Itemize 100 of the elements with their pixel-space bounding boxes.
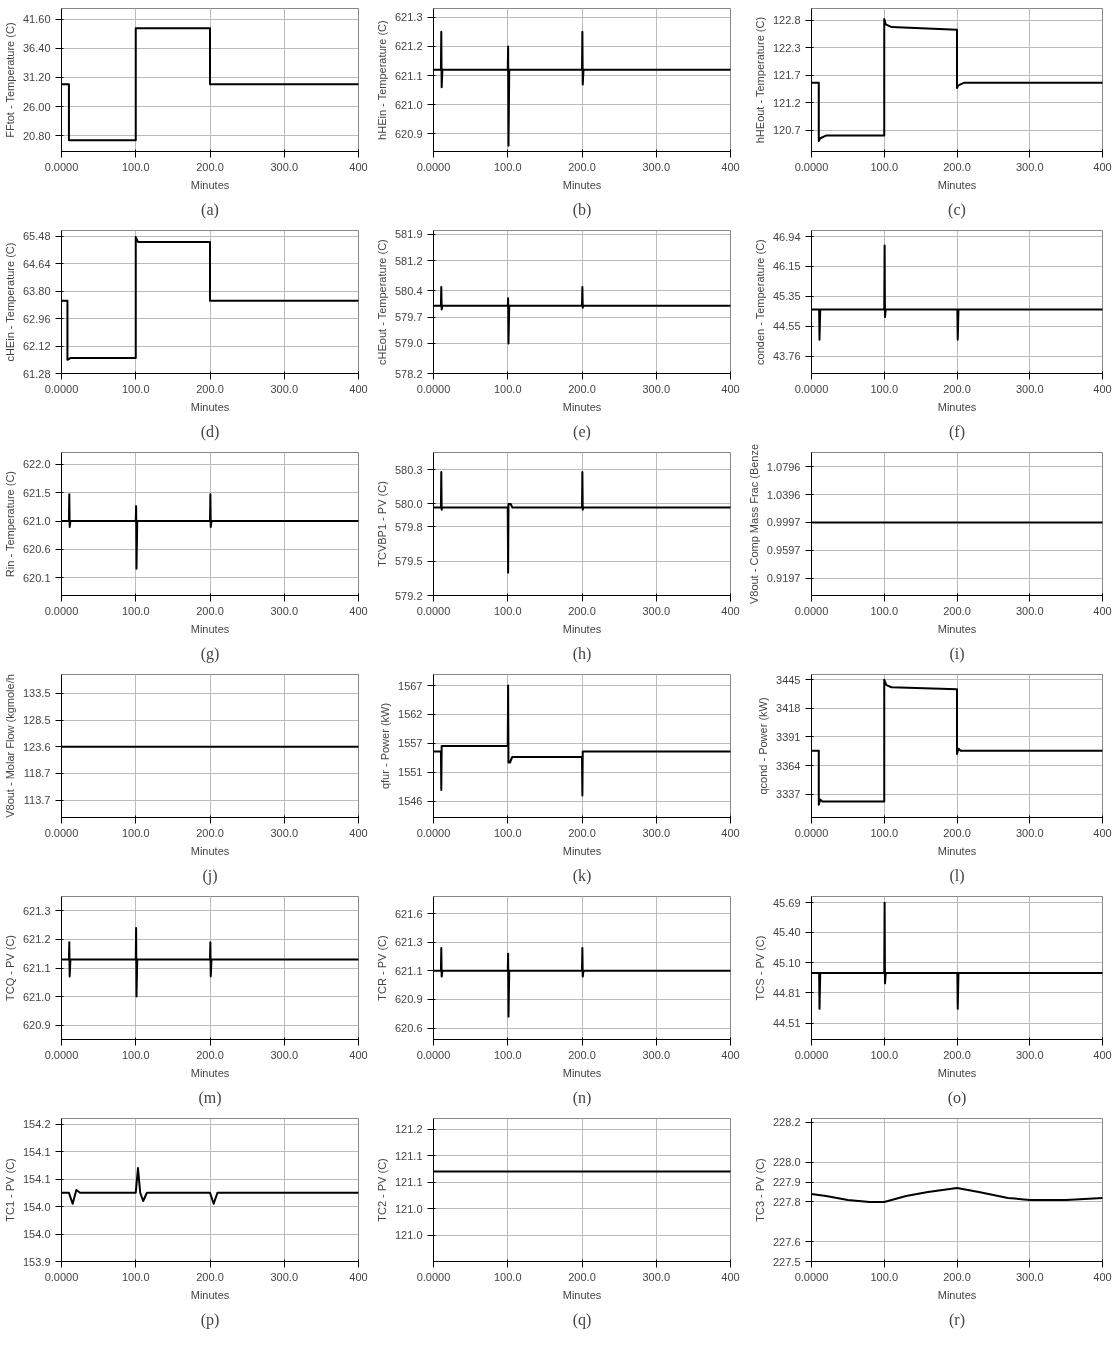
y-tick-label: 118.7 [23, 767, 51, 780]
y-tick-label: 579.8 [394, 520, 423, 533]
x-tick-label: 200.0 [196, 160, 224, 173]
x-tick-label: 0.0000 [416, 826, 451, 839]
x-tick-label: 300.0 [642, 1048, 671, 1061]
y-tick-label: 621.3 [22, 904, 51, 917]
x-tick-label: 200.0 [568, 382, 596, 395]
y-tick-label: 1.0396 [766, 488, 801, 501]
text: (a) [201, 200, 219, 219]
y-tick-label: 36.40 [22, 42, 51, 55]
y-tick-label: 41.60 [22, 13, 51, 26]
text: (h) [572, 644, 592, 663]
text: (r) [949, 1310, 965, 1329]
text: (i) [949, 644, 965, 663]
x-tick-label: 400 [721, 382, 740, 395]
y-tick-label: 620.9 [394, 993, 423, 1006]
x-tick-label: 0.0000 [794, 1270, 829, 1283]
x-tick-label: 100.0 [870, 1270, 899, 1283]
y-axis-title: TCQ - PV (C) [3, 935, 16, 1001]
x-tick-label: 0.0000 [44, 1048, 79, 1061]
x-tick-label: 400 [1093, 382, 1112, 395]
y-axis-title: qcond - Power (kW) [757, 697, 770, 795]
text: (l) [949, 866, 965, 885]
y-tick-label: 45.69 [772, 896, 801, 909]
x-axis-title: Minutes [562, 1288, 602, 1301]
y-tick-label: 46.94 [772, 230, 801, 243]
y-axis-title: Rin - Temperature (C) [3, 471, 16, 578]
y-tick-label: 620.6 [394, 1022, 423, 1035]
x-tick-label: 400 [349, 604, 368, 617]
x-axis-title: Minutes [937, 844, 977, 857]
y-tick-label: 26.00 [22, 100, 51, 113]
y-tick-label: 61.28 [22, 367, 51, 380]
y-tick-label: 63.80 [22, 285, 51, 298]
text: (m) [198, 1088, 222, 1107]
x-tick-label: 200.0 [196, 1048, 224, 1061]
x-axis-title: Minutes [562, 622, 602, 635]
y-tick-label: 62.12 [22, 340, 51, 353]
text: (f) [949, 422, 965, 441]
x-tick-label: 400 [721, 604, 740, 617]
y-axis-title: qfur - Power (kW) [379, 702, 392, 790]
x-tick-label: 200.0 [196, 604, 224, 617]
y-tick-label: 227.8 [772, 1195, 801, 1208]
y-tick-label: 228.0 [772, 1156, 801, 1169]
y-tick-label: 621.0 [22, 515, 51, 528]
x-tick-label: 400 [1093, 1048, 1112, 1061]
x-tick-label: 100.0 [870, 160, 899, 173]
y-tick-label: 578.2 [394, 367, 423, 380]
y-tick-label: 3445 [776, 673, 801, 686]
y-tick-label: 1.0796 [766, 460, 801, 473]
x-tick-label: 100.0 [870, 382, 899, 395]
x-axis-title: Minutes [562, 400, 602, 413]
y-tick-label: 121.1 [394, 1176, 423, 1189]
x-tick-label: 0.0000 [416, 160, 451, 173]
x-tick-label: 200.0 [568, 160, 596, 173]
y-tick-label: 579.7 [394, 311, 423, 324]
x-tick-label: 300.0 [1015, 382, 1044, 395]
x-tick-label: 0.0000 [794, 382, 829, 395]
text: (k) [572, 866, 592, 885]
y-tick-label: 227.6 [772, 1235, 801, 1248]
y-tick-label: 620.9 [22, 1019, 51, 1032]
y-axis-title: cHEout - Temperature (C) [375, 239, 388, 365]
x-tick-label: 100.0 [121, 382, 150, 395]
y-tick-label: 121.2 [772, 96, 801, 109]
y-tick-label: 580.0 [394, 497, 423, 510]
y-tick-label: 123.6 [22, 740, 51, 753]
x-tick-label: 400 [721, 1048, 740, 1061]
y-tick-label: 579.2 [394, 589, 423, 602]
text: (n) [572, 1088, 592, 1107]
y-tick-label: 1557 [398, 737, 423, 750]
y-tick-label: 133.5 [22, 687, 51, 700]
x-tick-label: 300.0 [642, 604, 671, 617]
y-tick-label: 44.81 [772, 986, 801, 999]
x-tick-label: 100.0 [493, 604, 522, 617]
y-tick-label: 621.0 [22, 990, 51, 1003]
y-tick-label: 579.5 [394, 555, 423, 568]
y-tick-label: 31.20 [22, 71, 51, 84]
y-axis-title: TCS - PV (C) [753, 935, 766, 1001]
y-tick-label: 621.1 [22, 962, 51, 974]
x-tick-label: 400 [349, 1048, 368, 1061]
y-tick-label: 45.40 [772, 926, 801, 939]
y-tick-label: 43.76 [772, 350, 801, 363]
text: (e) [573, 422, 591, 441]
x-tick-label: 400 [721, 160, 740, 173]
x-axis-title: Minutes [190, 622, 230, 635]
x-tick-label: 100.0 [121, 160, 150, 173]
y-tick-label: 3337 [776, 788, 801, 801]
x-tick-label: 100.0 [121, 1048, 150, 1061]
y-tick-label: 579.0 [394, 337, 423, 350]
y-tick-label: 581.9 [394, 228, 423, 241]
x-axis-title: Minutes [937, 1288, 977, 1301]
x-tick-label: 100.0 [121, 604, 150, 617]
x-tick-label: 100.0 [870, 826, 899, 839]
x-tick-label: 400 [349, 160, 368, 173]
y-tick-label: 64.64 [22, 257, 51, 270]
y-axis-title: hHEin - Temperature (C) [375, 20, 388, 140]
y-tick-label: 45.35 [772, 290, 801, 303]
x-tick-label: 300.0 [270, 160, 299, 173]
y-tick-label: 1551 [398, 766, 423, 779]
text: (o) [947, 1088, 967, 1107]
y-tick-label: 1567 [398, 679, 423, 692]
